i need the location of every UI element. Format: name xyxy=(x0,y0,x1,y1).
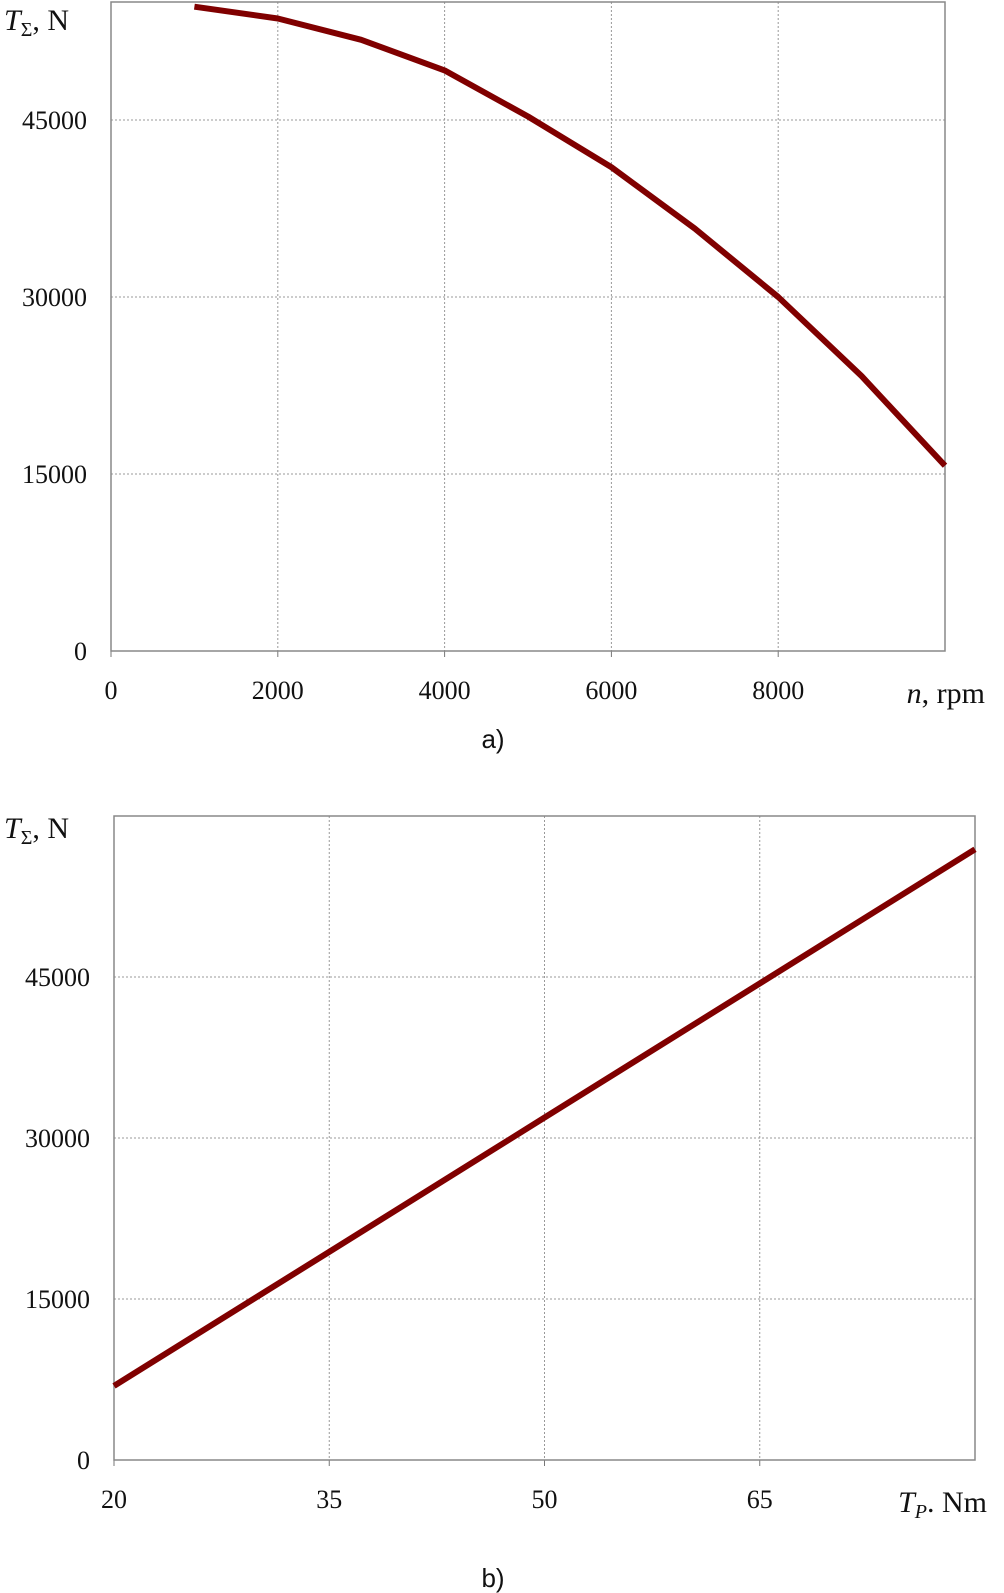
label-unit: . Nm xyxy=(927,1486,987,1519)
y-tick-label: 45000 xyxy=(22,106,87,135)
label-symbol: n xyxy=(907,677,922,710)
y-tick-label: 45000 xyxy=(25,963,90,992)
caption: b) xyxy=(481,1563,504,1593)
x-tick-label: 50 xyxy=(532,1485,558,1514)
y-tick-label: 30000 xyxy=(25,1124,90,1153)
caption: a) xyxy=(481,724,504,754)
y-tick-label: 0 xyxy=(77,1446,90,1475)
plot-frame xyxy=(110,1,946,652)
plot-frame xyxy=(113,815,976,1461)
data-line xyxy=(112,846,977,1389)
data-line xyxy=(193,3,948,468)
label-unit: , N xyxy=(32,4,69,37)
y-tick-label: 15000 xyxy=(25,1285,90,1314)
label-symbol: T xyxy=(4,4,23,37)
x-tick-label: 0 xyxy=(105,676,118,705)
label-symbol: T xyxy=(4,812,23,845)
label-symbol: T xyxy=(898,1486,917,1519)
y-axis-label: TΣ, N xyxy=(4,812,69,849)
x-tick-label: 8000 xyxy=(752,676,804,705)
y-axis-label: TΣ, N xyxy=(4,4,69,41)
x-tick-label: 4000 xyxy=(419,676,471,705)
x-tick-label: 35 xyxy=(316,1485,342,1514)
label-subscript: P xyxy=(914,1501,927,1523)
label-subscript: Σ xyxy=(21,827,33,849)
y-tick-label: 0 xyxy=(74,637,87,666)
x-tick-label: 65 xyxy=(747,1485,773,1514)
label-subscript: Σ xyxy=(21,19,33,41)
x-tick-label: 20 xyxy=(101,1485,127,1514)
label-unit: , rpm xyxy=(922,677,985,710)
y-tick-label: 30000 xyxy=(22,283,87,312)
x-axis-label: n, rpm xyxy=(907,677,985,710)
label-unit: , N xyxy=(32,812,69,845)
x-tick-label: 6000 xyxy=(585,676,637,705)
y-tick-label: 15000 xyxy=(22,460,87,489)
x-tick-label: 2000 xyxy=(252,676,304,705)
x-axis-label: TP. Nm xyxy=(898,1486,987,1523)
